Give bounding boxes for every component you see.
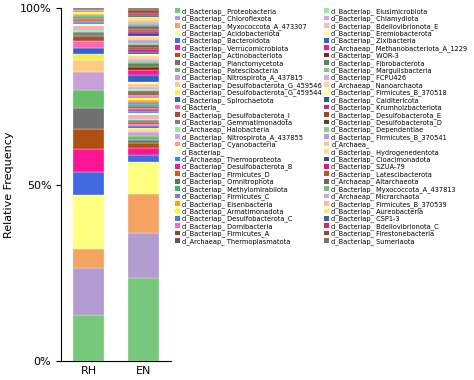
Bar	[128, 132, 159, 136]
Y-axis label: Relative Frequency: Relative Frequency	[4, 131, 14, 238]
Bar	[73, 10, 104, 11]
Bar	[128, 82, 159, 84]
Bar	[128, 24, 159, 27]
Bar	[128, 117, 159, 119]
Bar	[128, 8, 159, 11]
Bar	[73, 48, 104, 54]
Bar	[73, 149, 104, 172]
Bar	[128, 100, 159, 102]
Bar	[128, 54, 159, 56]
Bar	[128, 52, 159, 54]
Bar	[73, 15, 104, 16]
Bar	[128, 148, 159, 155]
Bar	[128, 102, 159, 104]
Bar	[128, 136, 159, 140]
Bar	[128, 87, 159, 89]
Bar	[128, 279, 159, 361]
Bar	[128, 91, 159, 93]
Bar	[128, 67, 159, 70]
Bar	[73, 36, 104, 41]
Bar	[128, 194, 159, 233]
Bar	[128, 143, 159, 148]
Bar	[128, 128, 159, 130]
Bar	[128, 63, 159, 67]
Bar	[73, 22, 104, 24]
Bar	[128, 89, 159, 91]
Bar	[128, 49, 159, 52]
Bar	[73, 315, 104, 361]
Bar	[128, 13, 159, 15]
Bar	[73, 41, 104, 48]
Bar	[128, 29, 159, 31]
Bar	[128, 20, 159, 22]
Bar	[73, 28, 104, 30]
Bar	[73, 32, 104, 36]
Bar	[128, 113, 159, 115]
Bar	[73, 24, 104, 26]
Bar	[73, 172, 104, 195]
Bar	[128, 75, 159, 82]
Bar	[73, 9, 104, 10]
Bar	[73, 21, 104, 22]
Bar	[73, 26, 104, 28]
Bar	[73, 249, 104, 268]
Bar	[128, 120, 159, 122]
Bar	[128, 22, 159, 24]
Bar	[128, 109, 159, 111]
Bar	[128, 122, 159, 124]
Bar	[73, 14, 104, 15]
Bar	[73, 129, 104, 149]
Bar	[128, 33, 159, 36]
Bar	[128, 70, 159, 75]
Bar	[73, 54, 104, 60]
Bar	[128, 95, 159, 97]
Bar	[128, 97, 159, 98]
Bar	[128, 17, 159, 20]
Bar	[128, 84, 159, 87]
Bar	[73, 30, 104, 32]
Bar	[128, 126, 159, 128]
Bar	[128, 38, 159, 40]
Bar	[128, 130, 159, 132]
Bar	[128, 61, 159, 63]
Bar	[73, 11, 104, 13]
Bar	[128, 27, 159, 29]
Bar	[128, 40, 159, 43]
Bar	[128, 93, 159, 95]
Bar	[73, 19, 104, 21]
Bar	[128, 11, 159, 13]
Bar	[128, 111, 159, 113]
Bar	[73, 18, 104, 19]
Bar	[73, 13, 104, 14]
Bar	[128, 124, 159, 126]
Bar	[128, 155, 159, 162]
Legend: d_Bacteriap_ Proteobacteria, d_Bacteriap_ Chloroflexota, d_Bacteriap_ Myxococcot: d_Bacteriap_ Proteobacteria, d_Bacteriap…	[175, 8, 467, 245]
Bar	[73, 16, 104, 18]
Bar	[128, 47, 159, 49]
Bar	[73, 108, 104, 129]
Bar	[128, 45, 159, 47]
Bar	[128, 98, 159, 100]
Bar	[128, 233, 159, 279]
Bar	[73, 195, 104, 249]
Bar	[128, 115, 159, 117]
Bar	[73, 90, 104, 108]
Bar	[128, 31, 159, 33]
Bar	[128, 43, 159, 45]
Bar	[128, 104, 159, 106]
Bar	[73, 60, 104, 72]
Bar	[128, 106, 159, 108]
Bar	[128, 59, 159, 61]
Bar	[73, 8, 104, 9]
Bar	[128, 15, 159, 17]
Bar	[73, 268, 104, 315]
Bar	[128, 36, 159, 38]
Bar	[128, 140, 159, 143]
Bar	[73, 72, 104, 90]
Bar	[128, 162, 159, 194]
Bar	[128, 56, 159, 59]
Bar	[128, 119, 159, 120]
Bar	[128, 108, 159, 109]
